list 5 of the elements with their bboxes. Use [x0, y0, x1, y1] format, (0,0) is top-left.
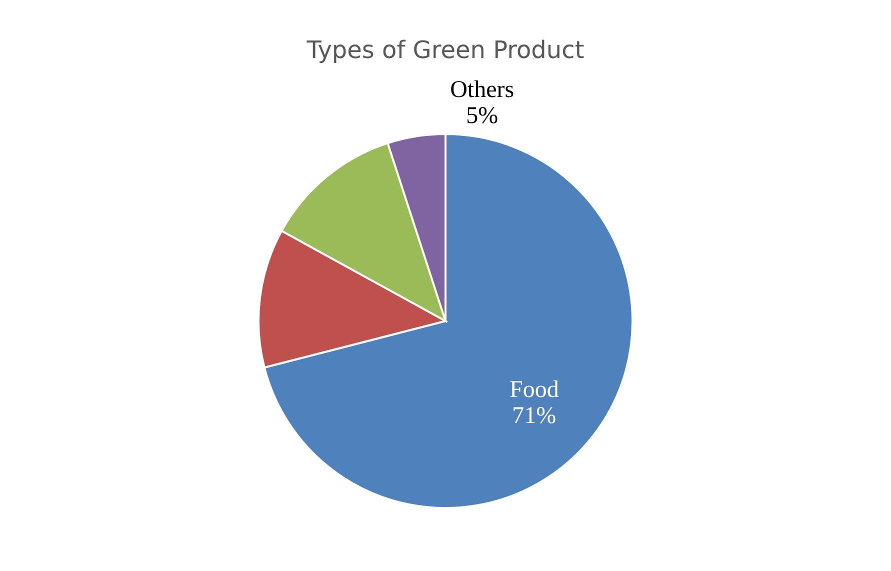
- chart-title: Types of Green Product: [306, 36, 584, 64]
- data-label: 71%: [512, 402, 556, 429]
- slice-label: Food: [509, 376, 559, 403]
- data-label: 5%: [466, 103, 498, 130]
- slice-label: Others: [450, 77, 514, 104]
